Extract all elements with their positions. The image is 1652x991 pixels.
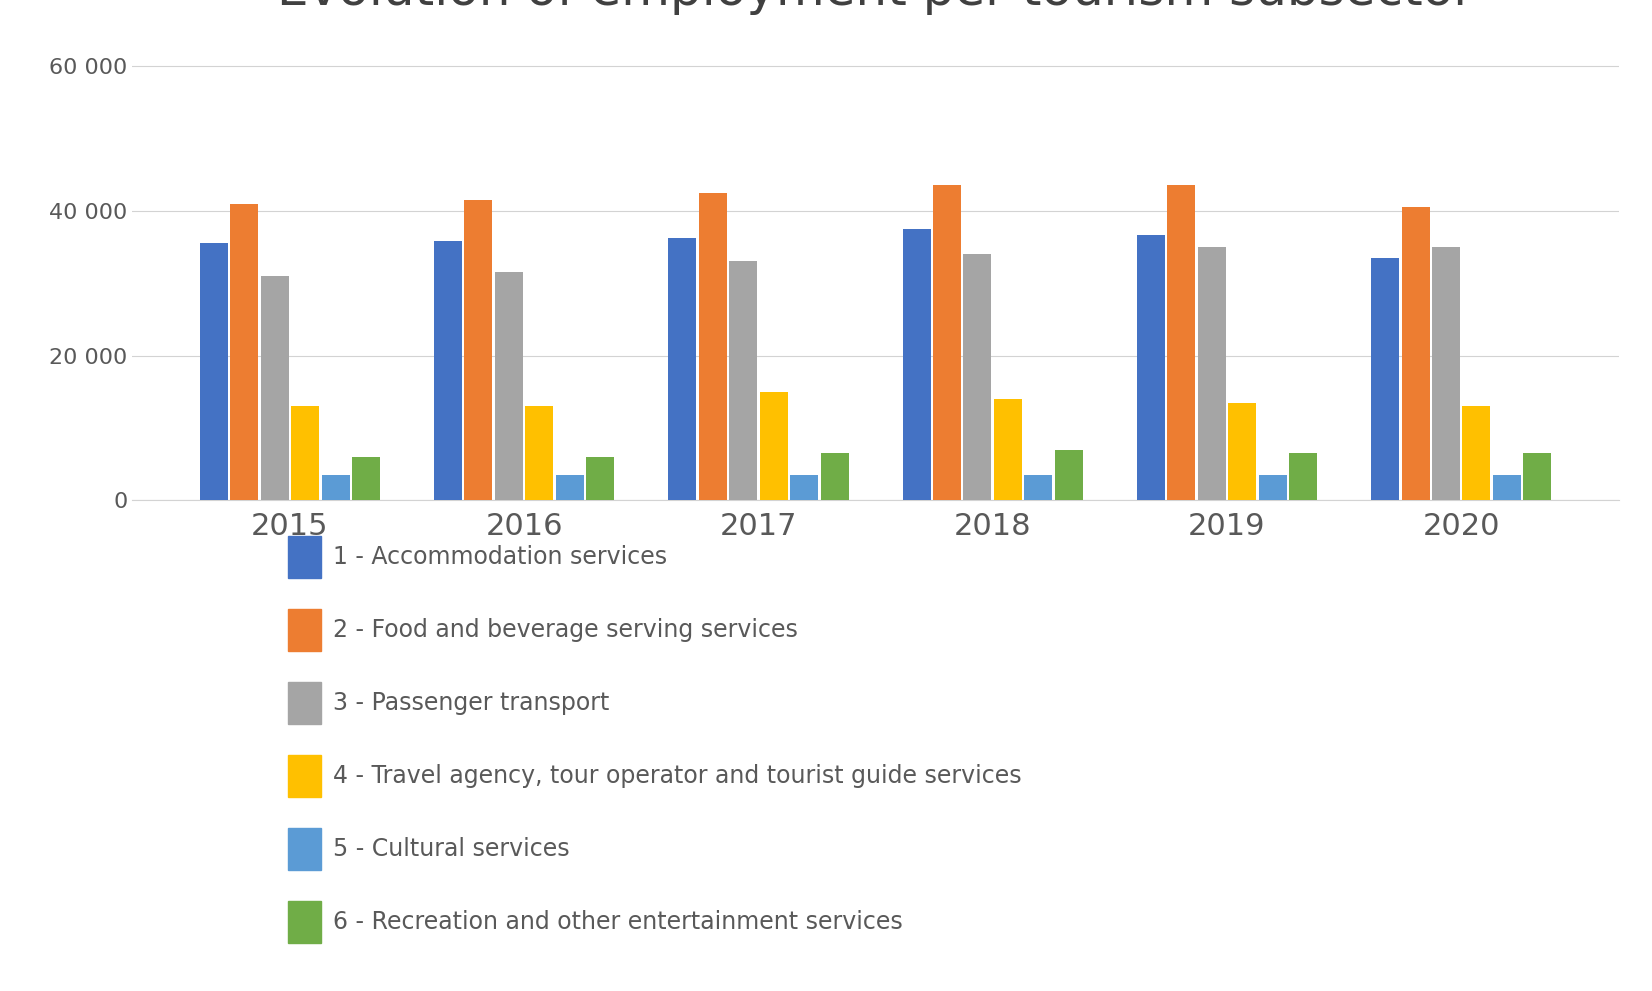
Bar bbox=[729, 262, 757, 500]
Bar bbox=[995, 399, 1023, 500]
Bar bbox=[289, 901, 320, 943]
Bar bbox=[1523, 453, 1551, 500]
Bar bbox=[322, 475, 350, 500]
Bar bbox=[525, 406, 553, 500]
Bar bbox=[669, 238, 695, 500]
Bar bbox=[821, 453, 849, 500]
Bar bbox=[1198, 247, 1226, 500]
Bar bbox=[902, 229, 930, 500]
Bar bbox=[496, 273, 524, 500]
Bar bbox=[760, 391, 788, 500]
Title: Evolution of employment per tourism subsector: Evolution of employment per tourism subs… bbox=[278, 0, 1474, 15]
Bar bbox=[1168, 185, 1196, 500]
Bar bbox=[230, 203, 258, 500]
Bar bbox=[1227, 402, 1256, 500]
Bar bbox=[1401, 207, 1429, 500]
Bar bbox=[352, 457, 380, 500]
Bar bbox=[261, 275, 289, 500]
Bar bbox=[1259, 475, 1287, 500]
Bar bbox=[555, 475, 583, 500]
Bar bbox=[1024, 475, 1052, 500]
Bar bbox=[586, 457, 615, 500]
Bar bbox=[1289, 453, 1317, 500]
Bar bbox=[200, 244, 228, 500]
Bar bbox=[963, 255, 991, 500]
Text: 6 - Recreation and other entertainment services: 6 - Recreation and other entertainment s… bbox=[334, 910, 902, 934]
Text: 3 - Passenger transport: 3 - Passenger transport bbox=[334, 691, 610, 715]
Text: 2 - Food and beverage serving services: 2 - Food and beverage serving services bbox=[334, 618, 798, 642]
Bar bbox=[1056, 450, 1082, 500]
Bar bbox=[289, 682, 320, 724]
Bar bbox=[699, 192, 727, 500]
Text: 1 - Accommodation services: 1 - Accommodation services bbox=[334, 545, 667, 569]
Bar bbox=[291, 406, 319, 500]
Bar bbox=[1493, 475, 1521, 500]
Bar bbox=[289, 755, 320, 797]
Bar bbox=[289, 827, 320, 870]
Bar bbox=[1137, 235, 1165, 500]
Bar bbox=[289, 536, 320, 578]
Bar bbox=[933, 185, 961, 500]
Bar bbox=[1432, 247, 1460, 500]
Bar bbox=[1371, 258, 1399, 500]
Text: 5 - Cultural services: 5 - Cultural services bbox=[334, 836, 570, 861]
Bar bbox=[464, 200, 492, 500]
Bar bbox=[1462, 406, 1490, 500]
Bar bbox=[289, 608, 320, 651]
Bar bbox=[434, 241, 463, 500]
Bar bbox=[790, 475, 818, 500]
Text: 4 - Travel agency, tour operator and tourist guide services: 4 - Travel agency, tour operator and tou… bbox=[334, 764, 1021, 788]
